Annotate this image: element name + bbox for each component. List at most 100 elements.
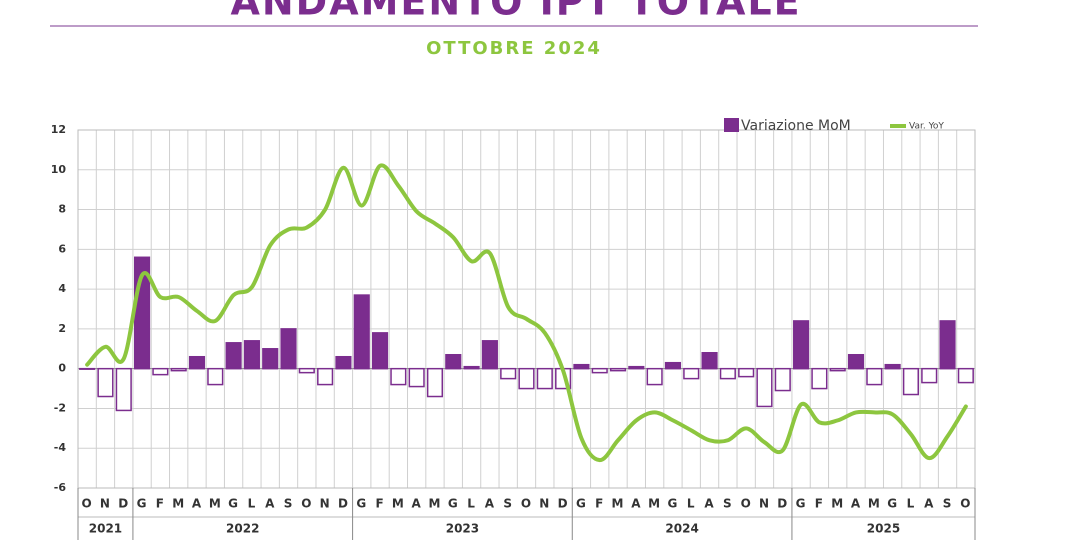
bar: [207, 367, 224, 386]
bar: [921, 367, 938, 384]
bar: [262, 348, 279, 370]
legend-label: Variazione MoM: [741, 118, 851, 134]
x-tick-label: L: [467, 497, 476, 511]
x-tick-label: F: [815, 497, 824, 511]
bar: [353, 294, 370, 370]
x-tick-label: L: [248, 497, 257, 511]
bar: [371, 332, 389, 370]
chart-title: ANDAMENTO IPT TOTALE: [230, 0, 801, 24]
y-tick-label: -6: [54, 481, 67, 494]
x-tick-label: M: [648, 497, 661, 511]
x-tick-label: G: [887, 497, 898, 511]
bar: [628, 365, 645, 370]
plot-frame: [77, 129, 976, 489]
bar: [573, 363, 590, 370]
x-tick-label: D: [338, 497, 349, 511]
x-tick-label: G: [137, 497, 148, 511]
bar: [500, 367, 517, 380]
bar: [793, 320, 810, 370]
bar: [756, 367, 773, 408]
legend-label: Var. YoY: [909, 122, 944, 132]
x-tick-label: A: [851, 497, 861, 511]
x-tick-label: G: [448, 497, 459, 511]
x-tick-label: N: [320, 497, 331, 511]
bar: [646, 367, 663, 386]
x-tick-label: N: [759, 497, 770, 511]
x-tick-label: O: [960, 497, 971, 511]
x-tick-label: A: [924, 497, 934, 511]
y-tick-label: 8: [58, 203, 66, 216]
bar: [847, 353, 865, 370]
y-tick-label: 12: [51, 123, 66, 136]
x-tick-label: S: [284, 497, 294, 511]
year-label: 2022: [226, 522, 259, 536]
x-tick-label: M: [831, 497, 844, 511]
bar: [664, 361, 682, 370]
x-tick-label: A: [485, 497, 495, 511]
x-tick-label: F: [156, 497, 165, 511]
bar: [170, 367, 187, 372]
y-tick-label: 4: [58, 282, 66, 295]
x-tick-label: G: [356, 497, 367, 511]
x-tick-label: G: [668, 497, 679, 511]
x-tick-label: S: [503, 497, 513, 511]
bar: [866, 367, 883, 386]
x-tick-label: O: [301, 497, 312, 511]
x-tick-label: O: [82, 497, 93, 511]
bar: [902, 367, 920, 396]
bar: [225, 342, 242, 370]
bar: [811, 367, 828, 390]
x-tick-label: G: [796, 497, 807, 511]
x-tick-label: O: [521, 497, 532, 511]
bar: [152, 367, 169, 376]
x-tick-label: D: [777, 497, 788, 511]
x-tick-label: M: [392, 497, 405, 511]
year-label: 2021: [89, 522, 122, 536]
bar: [390, 367, 407, 386]
bar: [609, 367, 627, 372]
line: [85, 163, 968, 463]
bar: [97, 367, 114, 398]
bar: [408, 367, 425, 388]
x-tick-label: S: [723, 497, 733, 511]
bar: [518, 367, 535, 390]
x-tick-label: G: [228, 497, 239, 511]
y-tick-label: -4: [54, 441, 67, 454]
legend-swatch: [724, 118, 739, 132]
x-tick-label: N: [539, 497, 550, 511]
bar: [884, 363, 901, 370]
x-tick-label: F: [595, 497, 604, 511]
x-tick-label: M: [209, 497, 222, 511]
x-tick-label: M: [428, 497, 441, 511]
bar: [317, 367, 334, 386]
x-tick-label: M: [172, 497, 185, 511]
bar: [829, 367, 846, 372]
x-tick-label: A: [412, 497, 422, 511]
y-tick-label: -2: [54, 401, 66, 414]
x-tick-label: O: [741, 497, 752, 511]
x-tick-label: D: [558, 497, 569, 511]
bar: [719, 367, 736, 380]
bar: [188, 355, 206, 370]
bar: [701, 352, 718, 370]
bar: [536, 367, 553, 390]
x-tick-label: D: [118, 497, 129, 511]
x-tick-label: A: [631, 497, 641, 511]
bar: [280, 328, 297, 370]
x-tick-label: A: [265, 497, 275, 511]
bar: [298, 367, 315, 374]
bar: [115, 367, 132, 412]
y-tick-label: 6: [58, 242, 66, 255]
bar: [683, 367, 700, 380]
y-tick-label: 10: [51, 163, 67, 176]
x-tick-label: S: [943, 497, 953, 511]
x-tick-label: A: [192, 497, 202, 511]
x-tick-label: L: [907, 497, 916, 511]
bar: [957, 367, 974, 384]
year-label: 2025: [867, 522, 900, 536]
bar: [79, 367, 96, 370]
y-tick-label: 2: [58, 322, 66, 335]
bar: [426, 367, 444, 398]
